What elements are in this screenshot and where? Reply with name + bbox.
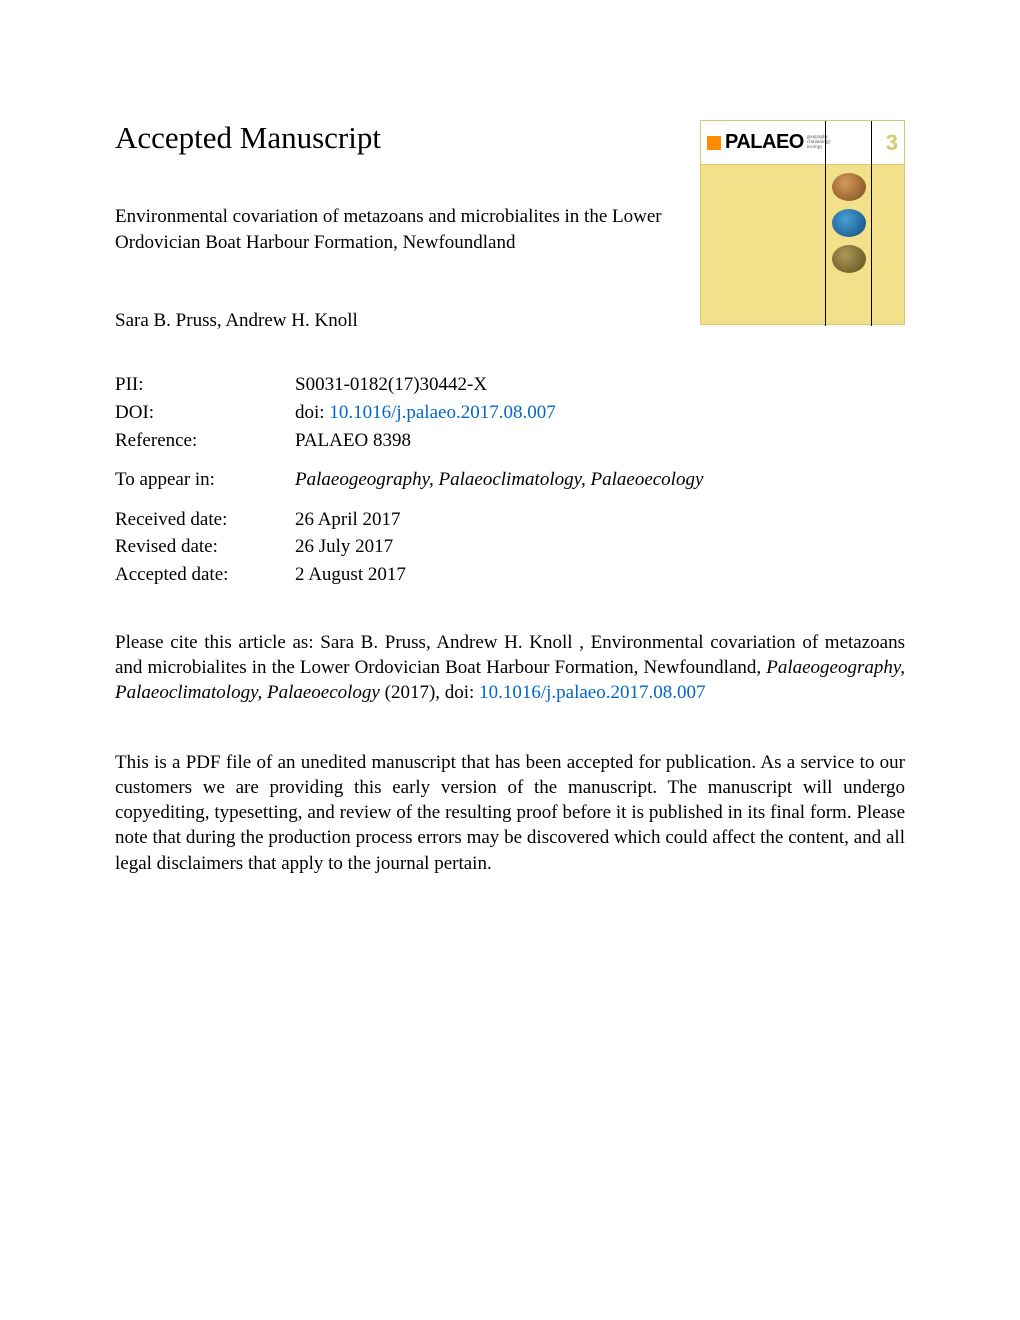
- meta-label-doi: DOI:: [115, 400, 295, 426]
- cover-globes: [832, 173, 866, 273]
- meta-value-accepted: 2 August 2017: [295, 562, 905, 588]
- meta-row-received: Received date: 26 April 2017: [115, 507, 905, 533]
- cover-sub-ecology: ecology: [807, 145, 831, 150]
- meta-label-revised: Revised date:: [115, 534, 295, 560]
- header-row: Accepted Manuscript Environmental covari…: [115, 120, 905, 362]
- meta-value-reference: PALAEO 8398: [295, 428, 905, 454]
- cover-brand: PALAEO: [725, 131, 804, 154]
- journal-cover-thumbnail: PALAEO geography climatology ecology 3: [700, 120, 905, 325]
- publisher-icon: [707, 136, 721, 150]
- metadata-table: PII: S0031-0182(17)30442-X DOI: doi: 10.…: [115, 372, 905, 587]
- meta-row-appear: To appear in: Palaeogeography, Palaeocli…: [115, 467, 905, 493]
- meta-value-doi: doi: 10.1016/j.palaeo.2017.08.007: [295, 400, 905, 426]
- meta-value-appear: Palaeogeography, Palaeoclimatology, Pala…: [295, 467, 905, 493]
- meta-value-revised: 26 July 2017: [295, 534, 905, 560]
- accepted-manuscript-heading: Accepted Manuscript: [115, 120, 675, 156]
- meta-label-pii: PII:: [115, 372, 295, 398]
- cover-divider-line: [825, 121, 826, 326]
- authors: Sara B. Pruss, Andrew H. Knoll: [115, 310, 675, 332]
- cover-subtitle: geography climatology ecology: [807, 135, 831, 150]
- meta-row-accepted: Accepted date: 2 August 2017: [115, 562, 905, 588]
- meta-label-received: Received date:: [115, 507, 295, 533]
- doi-link[interactable]: 10.1016/j.palaeo.2017.08.007: [329, 402, 555, 423]
- meta-label-reference: Reference:: [115, 428, 295, 454]
- meta-label-appear: To appear in:: [115, 467, 295, 493]
- article-title: Environmental covariation of metazoans a…: [115, 204, 675, 255]
- cover-volume-number: 3: [886, 130, 898, 156]
- cover-body: [701, 165, 904, 326]
- citation-paragraph: Please cite this article as: Sara B. Pru…: [115, 630, 905, 706]
- doi-prefix: doi:: [295, 402, 329, 423]
- globe-icon: [832, 245, 866, 273]
- cover-header: PALAEO geography climatology ecology 3: [701, 121, 904, 165]
- meta-row-reference: Reference: PALAEO 8398: [115, 428, 905, 454]
- citation-doi-link[interactable]: 10.1016/j.palaeo.2017.08.007: [479, 682, 705, 703]
- globe-icon: [832, 209, 866, 237]
- meta-row-pii: PII: S0031-0182(17)30442-X: [115, 372, 905, 398]
- globe-icon: [832, 173, 866, 201]
- disclaimer-paragraph: This is a PDF file of an unedited manusc…: [115, 750, 905, 876]
- meta-row-revised: Revised date: 26 July 2017: [115, 534, 905, 560]
- cover-divider-line: [871, 121, 872, 326]
- meta-label-accepted: Accepted date:: [115, 562, 295, 588]
- meta-value-pii: S0031-0182(17)30442-X: [295, 372, 905, 398]
- meta-row-doi: DOI: doi: 10.1016/j.palaeo.2017.08.007: [115, 400, 905, 426]
- citation-text-post: (2017), doi:: [380, 682, 479, 703]
- header-left-column: Accepted Manuscript Environmental covari…: [115, 120, 675, 362]
- meta-value-received: 26 April 2017: [295, 507, 905, 533]
